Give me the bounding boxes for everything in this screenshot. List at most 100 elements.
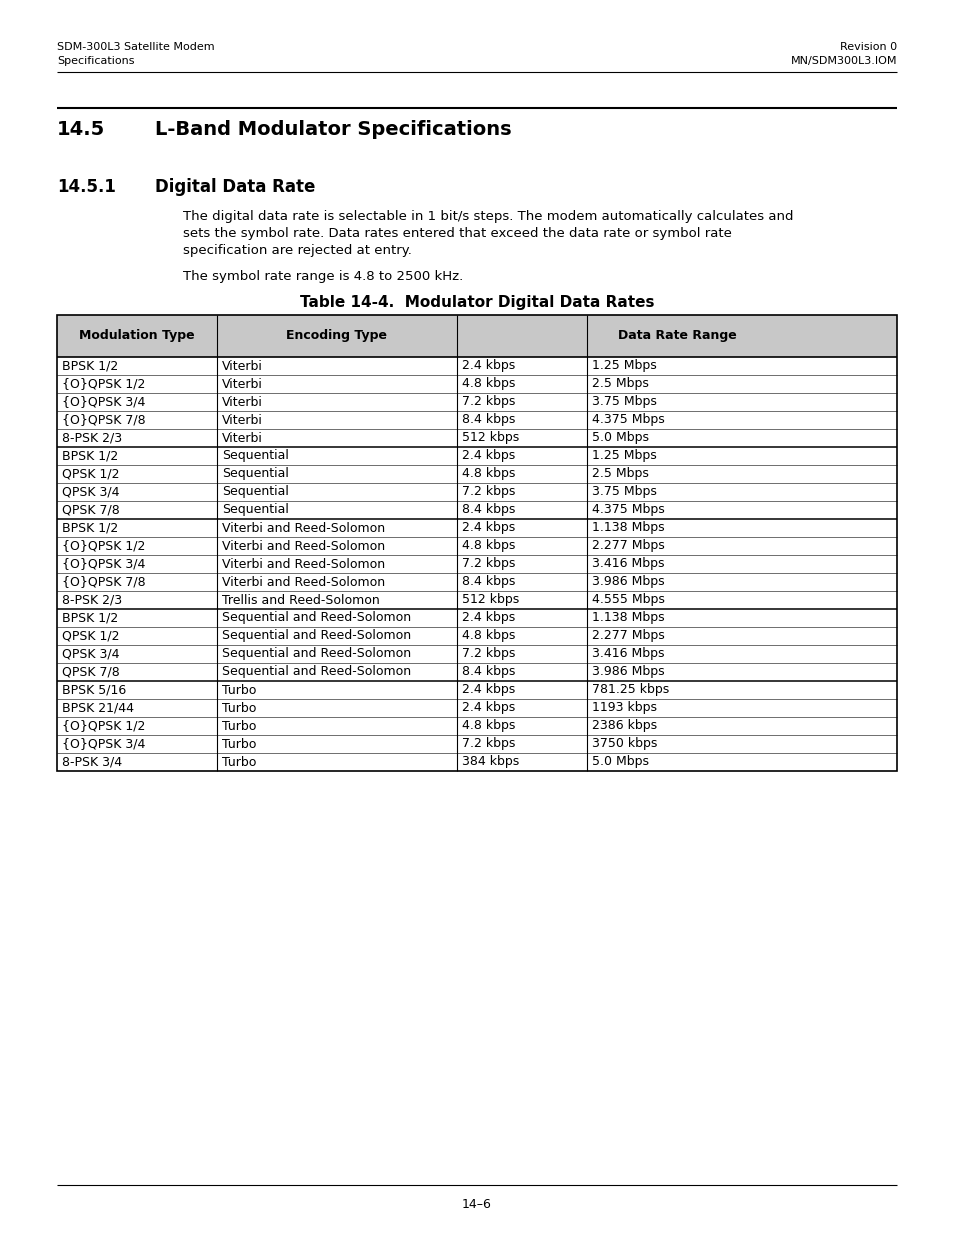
Text: {O}QPSK 3/4: {O}QPSK 3/4 <box>62 737 145 751</box>
Text: {O}QPSK 3/4: {O}QPSK 3/4 <box>62 557 145 571</box>
Text: 5.0 Mbps: 5.0 Mbps <box>592 431 648 445</box>
Text: {O}QPSK 1/2: {O}QPSK 1/2 <box>62 378 145 390</box>
Text: Sequential: Sequential <box>222 450 289 462</box>
Text: 512 kbps: 512 kbps <box>461 431 518 445</box>
Text: 3.986 Mbps: 3.986 Mbps <box>592 666 664 678</box>
Text: 8-PSK 2/3: 8-PSK 2/3 <box>62 431 122 445</box>
Text: QPSK 1/2: QPSK 1/2 <box>62 468 119 480</box>
Text: 1.138 Mbps: 1.138 Mbps <box>592 521 664 535</box>
Text: 3.416 Mbps: 3.416 Mbps <box>592 557 664 571</box>
Text: 2.4 kbps: 2.4 kbps <box>461 450 515 462</box>
Text: The symbol rate range is 4.8 to 2500 kHz.: The symbol rate range is 4.8 to 2500 kHz… <box>183 270 463 283</box>
Text: 512 kbps: 512 kbps <box>461 594 518 606</box>
Text: 4.8 kbps: 4.8 kbps <box>461 720 515 732</box>
Text: BPSK 21/44: BPSK 21/44 <box>62 701 133 715</box>
Text: 4.8 kbps: 4.8 kbps <box>461 468 515 480</box>
Text: Viterbi and Reed-Solomon: Viterbi and Reed-Solomon <box>222 521 385 535</box>
Text: Sequential and Reed-Solomon: Sequential and Reed-Solomon <box>222 647 411 661</box>
Text: Encoding Type: Encoding Type <box>286 330 387 342</box>
Text: 2.277 Mbps: 2.277 Mbps <box>592 630 664 642</box>
Text: 3.75 Mbps: 3.75 Mbps <box>592 395 657 409</box>
Text: 2386 kbps: 2386 kbps <box>592 720 657 732</box>
Text: Turbo: Turbo <box>222 683 256 697</box>
Text: 7.2 kbps: 7.2 kbps <box>461 647 515 661</box>
Text: 7.2 kbps: 7.2 kbps <box>461 737 515 751</box>
Text: 5.0 Mbps: 5.0 Mbps <box>592 756 648 768</box>
Text: 4.8 kbps: 4.8 kbps <box>461 630 515 642</box>
Text: 7.2 kbps: 7.2 kbps <box>461 395 515 409</box>
Text: 3.75 Mbps: 3.75 Mbps <box>592 485 657 499</box>
Text: Turbo: Turbo <box>222 756 256 768</box>
Text: 1.138 Mbps: 1.138 Mbps <box>592 611 664 625</box>
Text: Sequential: Sequential <box>222 485 289 499</box>
Text: 2.277 Mbps: 2.277 Mbps <box>592 540 664 552</box>
Text: QPSK 1/2: QPSK 1/2 <box>62 630 119 642</box>
Text: 1.25 Mbps: 1.25 Mbps <box>592 450 656 462</box>
Text: 8.4 kbps: 8.4 kbps <box>461 576 515 589</box>
Text: Digital Data Rate: Digital Data Rate <box>154 178 315 196</box>
Text: Viterbi and Reed-Solomon: Viterbi and Reed-Solomon <box>222 540 385 552</box>
Text: 4.555 Mbps: 4.555 Mbps <box>592 594 664 606</box>
Text: Turbo: Turbo <box>222 737 256 751</box>
Text: 4.8 kbps: 4.8 kbps <box>461 540 515 552</box>
Text: specification are rejected at entry.: specification are rejected at entry. <box>183 245 412 257</box>
Text: Specifications: Specifications <box>57 56 134 65</box>
Text: BPSK 1/2: BPSK 1/2 <box>62 450 118 462</box>
Text: Data Rate Range: Data Rate Range <box>617 330 736 342</box>
Text: QPSK 7/8: QPSK 7/8 <box>62 504 120 516</box>
Text: 8-PSK 2/3: 8-PSK 2/3 <box>62 594 122 606</box>
Text: {O}QPSK 3/4: {O}QPSK 3/4 <box>62 395 145 409</box>
Bar <box>57 315 896 357</box>
Text: The digital data rate is selectable in 1 bit/s steps. The modem automatically ca: The digital data rate is selectable in 1… <box>183 210 793 224</box>
Text: 8.4 kbps: 8.4 kbps <box>461 414 515 426</box>
Text: Table 14-4.  Modulator Digital Data Rates: Table 14-4. Modulator Digital Data Rates <box>299 295 654 310</box>
Text: 2.4 kbps: 2.4 kbps <box>461 683 515 697</box>
Text: Sequential and Reed-Solomon: Sequential and Reed-Solomon <box>222 666 411 678</box>
Text: Turbo: Turbo <box>222 701 256 715</box>
Text: 384 kbps: 384 kbps <box>461 756 518 768</box>
Text: 2.4 kbps: 2.4 kbps <box>461 701 515 715</box>
Text: 3.986 Mbps: 3.986 Mbps <box>592 576 664 589</box>
Text: {O}QPSK 1/2: {O}QPSK 1/2 <box>62 540 145 552</box>
Text: 2.4 kbps: 2.4 kbps <box>461 359 515 373</box>
Text: QPSK 3/4: QPSK 3/4 <box>62 485 119 499</box>
Text: 7.2 kbps: 7.2 kbps <box>461 557 515 571</box>
Text: QPSK 3/4: QPSK 3/4 <box>62 647 119 661</box>
Text: 1193 kbps: 1193 kbps <box>592 701 657 715</box>
Text: QPSK 7/8: QPSK 7/8 <box>62 666 120 678</box>
Text: Viterbi: Viterbi <box>222 359 263 373</box>
Text: 8.4 kbps: 8.4 kbps <box>461 666 515 678</box>
Text: Revision 0: Revision 0 <box>839 42 896 52</box>
Text: Sequential and Reed-Solomon: Sequential and Reed-Solomon <box>222 630 411 642</box>
Bar <box>57 315 896 771</box>
Text: {O}QPSK 7/8: {O}QPSK 7/8 <box>62 576 146 589</box>
Text: 7.2 kbps: 7.2 kbps <box>461 485 515 499</box>
Text: L-Band Modulator Specifications: L-Band Modulator Specifications <box>154 120 511 140</box>
Text: 1.25 Mbps: 1.25 Mbps <box>592 359 656 373</box>
Text: Viterbi: Viterbi <box>222 414 263 426</box>
Text: 2.5 Mbps: 2.5 Mbps <box>592 468 648 480</box>
Text: 781.25 kbps: 781.25 kbps <box>592 683 669 697</box>
Text: 4.375 Mbps: 4.375 Mbps <box>592 504 664 516</box>
Text: {O}QPSK 1/2: {O}QPSK 1/2 <box>62 720 145 732</box>
Text: Viterbi and Reed-Solomon: Viterbi and Reed-Solomon <box>222 557 385 571</box>
Text: 2.5 Mbps: 2.5 Mbps <box>592 378 648 390</box>
Text: Viterbi and Reed-Solomon: Viterbi and Reed-Solomon <box>222 576 385 589</box>
Text: BPSK 1/2: BPSK 1/2 <box>62 359 118 373</box>
Text: Viterbi: Viterbi <box>222 395 263 409</box>
Text: 14.5.1: 14.5.1 <box>57 178 115 196</box>
Text: 2.4 kbps: 2.4 kbps <box>461 521 515 535</box>
Text: BPSK 5/16: BPSK 5/16 <box>62 683 126 697</box>
Text: Sequential: Sequential <box>222 504 289 516</box>
Text: Sequential and Reed-Solomon: Sequential and Reed-Solomon <box>222 611 411 625</box>
Text: 4.375 Mbps: 4.375 Mbps <box>592 414 664 426</box>
Text: BPSK 1/2: BPSK 1/2 <box>62 521 118 535</box>
Text: 14–6: 14–6 <box>461 1198 492 1212</box>
Text: {O}QPSK 7/8: {O}QPSK 7/8 <box>62 414 146 426</box>
Text: BPSK 1/2: BPSK 1/2 <box>62 611 118 625</box>
Text: 4.8 kbps: 4.8 kbps <box>461 378 515 390</box>
Text: 14.5: 14.5 <box>57 120 105 140</box>
Text: SDM-300L3 Satellite Modem: SDM-300L3 Satellite Modem <box>57 42 214 52</box>
Text: Sequential: Sequential <box>222 468 289 480</box>
Text: Modulation Type: Modulation Type <box>79 330 194 342</box>
